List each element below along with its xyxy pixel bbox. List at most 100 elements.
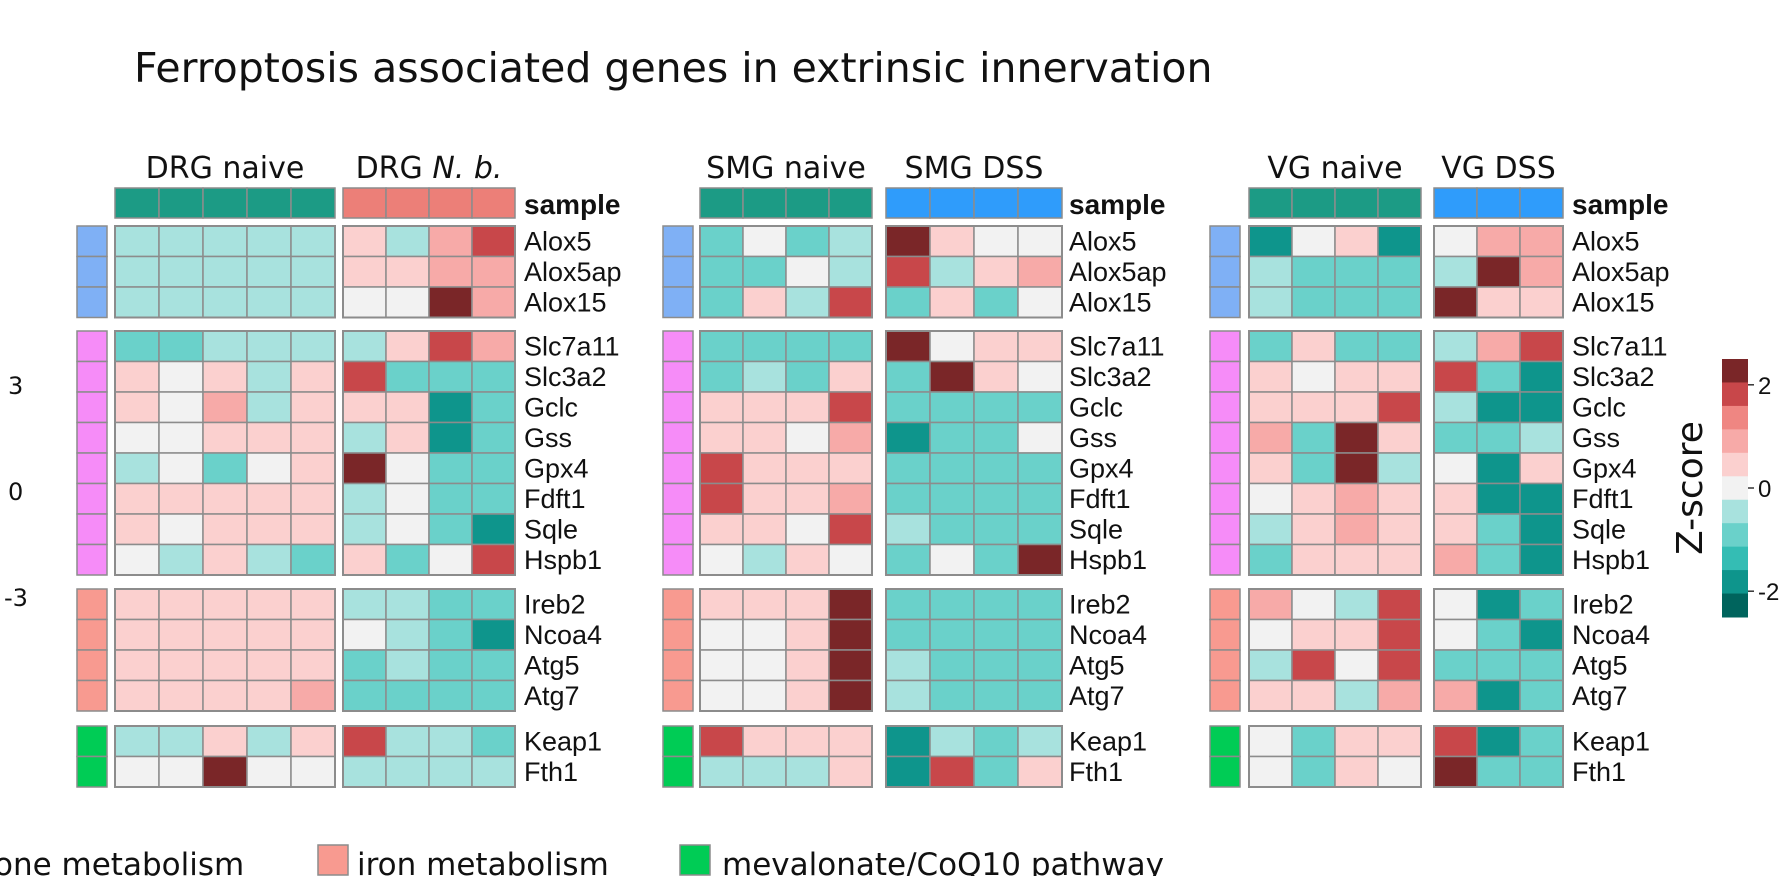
- heatmap-cell: [342, 255, 387, 288]
- row-annotation-cell: [1209, 679, 1241, 712]
- sample-cell: [428, 187, 473, 219]
- row-annotation-cell: [1209, 360, 1241, 393]
- sample-cell: [1291, 187, 1336, 219]
- heatmap-cell: [699, 255, 744, 288]
- heatmap-cell: [1377, 286, 1422, 319]
- gene-label: Sqle: [524, 515, 578, 545]
- gene-label: Alox5: [1069, 227, 1137, 257]
- heatmap-cell: [742, 618, 787, 651]
- heatmap-cell: [742, 330, 787, 363]
- heatmap-cell: [1017, 391, 1063, 424]
- heatmap-cell: [1433, 286, 1478, 319]
- heatmap-block-border: [699, 588, 873, 712]
- heatmap-cell: [246, 286, 292, 319]
- heatmap-cell: [428, 286, 473, 319]
- colorbar-segment: [1722, 523, 1748, 548]
- heatmap-cell: [471, 618, 516, 651]
- row-annotation-cell: [662, 755, 694, 788]
- row-annotation-cell: [76, 618, 108, 651]
- row-annotation-cell: [76, 452, 108, 485]
- heatmap-cell: [742, 255, 787, 288]
- heatmap-cell: [1377, 649, 1422, 682]
- heatmap-cell: [1248, 286, 1293, 319]
- heatmap-cell: [114, 255, 160, 288]
- heatmap-cell: [1377, 482, 1422, 515]
- sample-cell: [1017, 187, 1063, 219]
- gene-label: Keap1: [524, 727, 602, 757]
- heatmap-block-border: [885, 725, 1063, 788]
- heatmap-cell: [471, 725, 516, 758]
- heatmap-cell: [699, 225, 744, 258]
- heatmap-cell: [973, 513, 1019, 546]
- sample-cell: [742, 187, 787, 219]
- heatmap-cell: [1017, 618, 1063, 651]
- gene-label: Slc7a11: [1572, 332, 1668, 362]
- row-annotation-cell: [76, 513, 108, 546]
- heatmap-cell: [246, 725, 292, 758]
- heatmap-cell: [202, 391, 248, 424]
- heatmap-cell: [290, 421, 336, 454]
- heatmap-cell: [342, 286, 387, 319]
- sample-cell: [246, 187, 292, 219]
- heatmap-cell: [1433, 725, 1478, 758]
- heatmap-cell: [828, 452, 873, 485]
- gene-label: Alox5: [524, 227, 592, 257]
- heatmap-cell: [471, 588, 516, 621]
- row-annotation-cell: [662, 543, 694, 576]
- heatmap-cell: [202, 679, 248, 712]
- heatmap-cell: [342, 725, 387, 758]
- heatmap-cell: [1248, 482, 1293, 515]
- heatmap-cell: [202, 618, 248, 651]
- row-annotation-cell: [76, 360, 108, 393]
- heatmap-block-border: [342, 588, 516, 712]
- heatmap-cell: [290, 755, 336, 788]
- heatmap-cell: [1334, 725, 1379, 758]
- heatmap-cell: [885, 330, 931, 363]
- heatmap-cell: [828, 255, 873, 288]
- heatmap-cell: [1519, 452, 1564, 485]
- heatmap-cell: [1334, 360, 1379, 393]
- heatmap-cell: [1291, 421, 1336, 454]
- heatmap-cell: [1291, 482, 1336, 515]
- heatmap-cell: [1248, 755, 1293, 788]
- heatmap-cell: [385, 286, 430, 319]
- sample-cell: [202, 187, 248, 219]
- heatmap-cell: [290, 330, 336, 363]
- heatmap-cell: [973, 618, 1019, 651]
- heatmap-cell: [342, 421, 387, 454]
- row-annotation-cell: [1209, 255, 1241, 288]
- heatmap-cell: [114, 330, 160, 363]
- heatmap-cell: [1248, 543, 1293, 576]
- gene-label: Atg5: [1069, 651, 1125, 681]
- heatmap-cell: [1291, 679, 1336, 712]
- heatmap-cell: [246, 482, 292, 515]
- sample-cell: [342, 187, 387, 219]
- heatmap-cell: [828, 725, 873, 758]
- heatmap-cell: [973, 482, 1019, 515]
- colorbar-segment: [1722, 546, 1748, 571]
- heatmap-cell: [158, 452, 204, 485]
- heatmap-cell: [1476, 755, 1521, 788]
- heatmap-cell: [1433, 225, 1478, 258]
- gene-label: Ncoa4: [1572, 620, 1650, 650]
- heatmap-cell: [828, 286, 873, 319]
- row-annotation-cell: [1209, 618, 1241, 651]
- heatmap-cell: [290, 482, 336, 515]
- heatmap-cell: [342, 482, 387, 515]
- heatmap-cell: [158, 225, 204, 258]
- heatmap-cell: [1291, 255, 1336, 288]
- heatmap-cell: [929, 452, 975, 485]
- gene-label: Sqle: [1572, 515, 1626, 545]
- heatmap-cell: [471, 482, 516, 515]
- heatmap-cell: [428, 755, 473, 788]
- heatmap-cell: [973, 649, 1019, 682]
- heatmap-cell: [1476, 421, 1521, 454]
- heatmap-cell: [1433, 391, 1478, 424]
- heatmap-block-border: [885, 330, 1063, 576]
- heatmap-block-border: [699, 330, 873, 576]
- heatmap-cell: [1476, 543, 1521, 576]
- row-annotation-cell: [1209, 286, 1241, 319]
- heatmap-cell: [342, 391, 387, 424]
- heatmap-cell: [471, 543, 516, 576]
- heatmap-cell: [973, 286, 1019, 319]
